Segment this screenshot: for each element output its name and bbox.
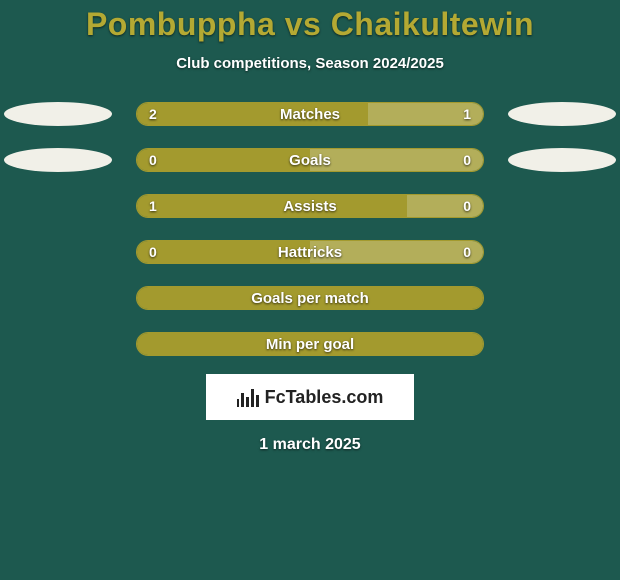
stat-bar-left (137, 241, 310, 263)
player-badge-left (4, 102, 112, 126)
stat-bar-left (137, 195, 407, 217)
player-badge-right (508, 102, 616, 126)
stat-bar: 21Matches (136, 102, 484, 126)
stat-bar: 00Hattricks (136, 240, 484, 264)
bar-chart-icon (237, 387, 259, 407)
stat-bar: 10Assists (136, 194, 484, 218)
stat-row: Min per goal (0, 332, 620, 356)
stat-bar-right (310, 149, 483, 171)
card-date: 1 march 2025 (0, 436, 620, 454)
stat-bar-right (407, 195, 483, 217)
card-subtitle: Club competitions, Season 2024/2025 (0, 55, 620, 72)
stat-bar-right (368, 103, 483, 125)
stat-row: Goals per match (0, 286, 620, 310)
stat-bar: Goals per match (136, 286, 484, 310)
player-badge-right (508, 148, 616, 172)
stat-bar: Min per goal (136, 332, 484, 356)
stat-row: 00Goals (0, 148, 620, 172)
logo-text: FcTables.com (265, 387, 384, 408)
stat-bar-right (310, 241, 483, 263)
card-title: Pombuppha vs Chaikultewin (0, 6, 620, 43)
comparison-card: Pombuppha vs Chaikultewin Club competiti… (0, 0, 620, 580)
stat-row: 00Hattricks (0, 240, 620, 264)
stat-bar: 00Goals (136, 148, 484, 172)
stat-row: 10Assists (0, 194, 620, 218)
stat-bar-left (137, 333, 483, 355)
logo-box: FcTables.com (206, 374, 414, 420)
stat-bar-left (137, 149, 310, 171)
player-badge-left (4, 148, 112, 172)
stat-rows: 21Matches 00Goals 10Assists 00Hattricks Goal… (0, 102, 620, 356)
stat-bar-left (137, 287, 483, 309)
stat-bar-left (137, 103, 368, 125)
stat-row: 21Matches (0, 102, 620, 126)
